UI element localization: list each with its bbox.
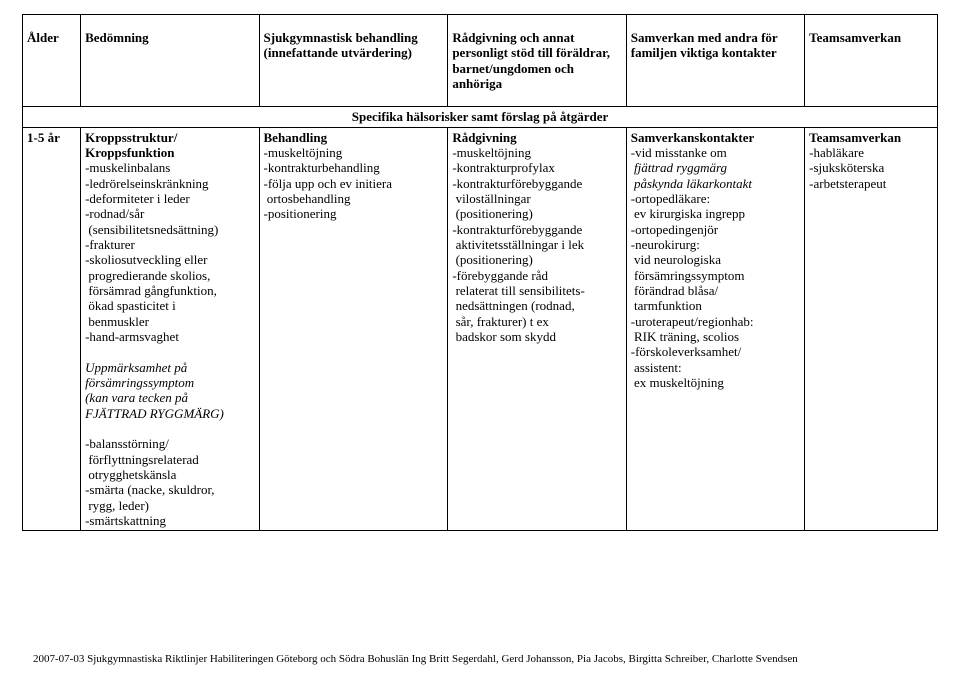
spacer <box>85 344 254 359</box>
bedomning-items: -muskelinbalans -ledrörelseinskränkning … <box>85 160 254 344</box>
header-row: Ålder Bedömning Sjukgymnastisk behandlin… <box>23 15 938 107</box>
spanner-cell: Specifika hälsorisker samt förslag på åt… <box>23 107 938 127</box>
cell-behandling: Behandling -muskeltöjning -kontrakturbeh… <box>259 127 448 531</box>
samverkan-line1: -vid misstanke om <box>631 145 800 160</box>
header-text: Sjukgymnastisk behandling (innefattande … <box>264 30 444 61</box>
samverkan-italic: fjättrad ryggmärg påskynda läkarkontakt <box>631 160 800 191</box>
header-text: Samverkan med andra för familjen viktiga… <box>631 30 800 61</box>
team-items: -habläkare -sjuksköterska -arbetsterapeu… <box>809 145 933 191</box>
header-text: Ålder <box>27 30 76 45</box>
content-row: 1-5 år Kroppsstruktur/ Kroppsfunktion -m… <box>23 127 938 531</box>
age-text: 1-5 år <box>27 130 76 145</box>
cell-samverkan: Samverkanskontakter -vid misstanke om fj… <box>626 127 804 531</box>
behandling-title: Behandling <box>264 130 444 145</box>
page: Ålder Bedömning Sjukgymnastisk behandlin… <box>0 0 960 687</box>
team-title: Teamsamverkan <box>809 130 933 145</box>
spanner-row: Specifika hälsorisker samt förslag på åt… <box>23 107 938 127</box>
header-alder: Ålder <box>23 15 81 107</box>
cell-alder: 1-5 år <box>23 127 81 531</box>
main-table: Ålder Bedömning Sjukgymnastisk behandlin… <box>22 14 938 531</box>
bedomning-items2: -balansstörning/ förflyttningsrelaterad … <box>85 436 254 528</box>
radgivning-title: Rådgivning <box>452 130 621 145</box>
cell-radgivning: Rådgivning -muskeltöjning -kontrakturpro… <box>448 127 626 531</box>
radgivning-items: -muskeltöjning -kontrakturprofylax -kont… <box>452 145 621 344</box>
header-radgivning: Rådgivning och annat personligt stöd til… <box>448 15 626 107</box>
spacer <box>85 421 254 436</box>
header-text: Bedömning <box>85 30 254 45</box>
header-behandling: Sjukgymnastisk behandling (innefattande … <box>259 15 448 107</box>
header-text: Teamsamverkan <box>809 30 933 45</box>
header-team: Teamsamverkan <box>805 15 938 107</box>
footer-text: 2007-07-03 Sjukgymnastiska Riktlinjer Ha… <box>33 653 798 665</box>
header-bedomning: Bedömning <box>81 15 259 107</box>
header-samverkan: Samverkan med andra för familjen viktiga… <box>626 15 804 107</box>
spanner-text: Specifika hälsorisker samt förslag på åt… <box>352 109 609 124</box>
behandling-items: -muskeltöjning -kontrakturbehandling -fö… <box>264 145 444 222</box>
bedomning-italic: Uppmärksamhet på försämringssymptom (kan… <box>85 360 254 421</box>
cell-team: Teamsamverkan -habläkare -sjuksköterska … <box>805 127 938 531</box>
header-text: Rådgivning och annat personligt stöd til… <box>452 30 621 91</box>
cell-bedomning: Kroppsstruktur/ Kroppsfunktion -muskelin… <box>81 127 259 531</box>
samverkan-rest: -ortopedläkare: ev kirurgiska ingrepp -o… <box>631 191 800 390</box>
page-footer: 2007-07-03 Sjukgymnastiska Riktlinjer Ha… <box>22 641 938 677</box>
bedomning-title: Kroppsstruktur/ Kroppsfunktion <box>85 130 254 161</box>
samverkan-title: Samverkanskontakter <box>631 130 800 145</box>
